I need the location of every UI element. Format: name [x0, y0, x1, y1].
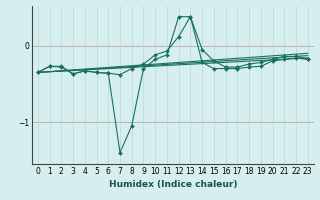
X-axis label: Humidex (Indice chaleur): Humidex (Indice chaleur) — [108, 180, 237, 189]
